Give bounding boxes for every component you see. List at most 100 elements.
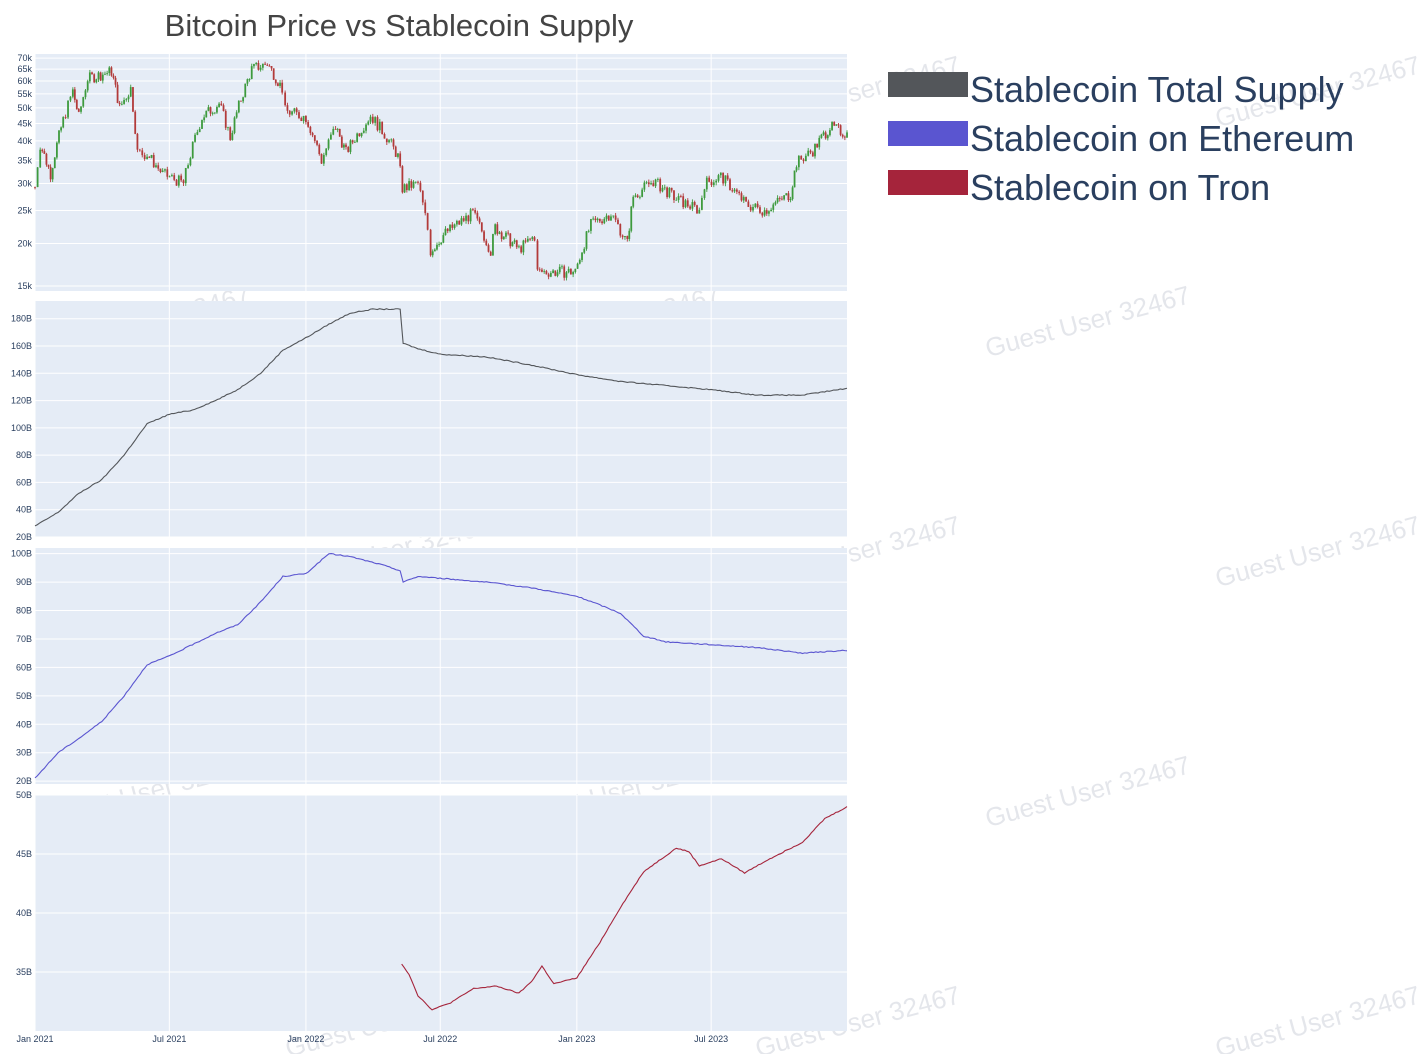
legend-swatch	[888, 72, 968, 97]
candle-body	[675, 199, 678, 201]
candle-body	[69, 96, 72, 101]
candle-body	[417, 181, 419, 183]
candle-body	[270, 66, 273, 69]
candle-body	[218, 103, 220, 108]
candle-body	[180, 175, 183, 181]
candle-body	[659, 179, 662, 192]
legend-label: Stablecoin on Ethereum	[970, 118, 1354, 159]
candle-body	[515, 240, 518, 248]
candle-body	[686, 200, 689, 207]
y-tick-label: 30k	[17, 178, 32, 188]
candle-body	[55, 142, 58, 158]
candle-body	[650, 183, 652, 185]
candle-body	[689, 206, 691, 209]
plot-background	[35, 548, 847, 784]
candle-body	[814, 143, 816, 157]
candle-body	[485, 240, 488, 246]
candle-body	[159, 168, 162, 172]
y-tick-label: 70k	[17, 53, 32, 63]
x-tick-label: Jul 2021	[152, 1034, 186, 1044]
candle-body	[561, 266, 563, 268]
candle-body	[189, 158, 192, 166]
candle-body	[507, 232, 510, 234]
candle-body	[752, 206, 754, 211]
candle-body	[148, 156, 151, 158]
candle-body	[305, 115, 307, 123]
candle-body	[93, 74, 96, 83]
candle-body	[835, 124, 838, 126]
candle-body	[207, 107, 210, 111]
candle-body	[203, 117, 206, 121]
candle-body	[693, 202, 696, 206]
candle-body	[543, 271, 546, 272]
candle-body	[438, 244, 440, 245]
candle-body	[673, 190, 675, 201]
candle-body	[785, 193, 788, 196]
candle-body	[141, 150, 144, 156]
candle-body	[322, 154, 325, 164]
candle-body	[164, 169, 166, 171]
candle-body	[691, 202, 694, 209]
candle-body	[765, 210, 768, 214]
candle-body	[772, 204, 775, 210]
candle-body	[578, 259, 581, 264]
candle-body	[829, 130, 831, 136]
candle-body	[347, 147, 350, 152]
candle-body	[374, 117, 377, 123]
candle-body	[298, 112, 300, 119]
candle-body	[261, 63, 264, 68]
candle-body	[831, 122, 833, 131]
candle-body	[462, 218, 465, 221]
candle-body	[509, 233, 512, 247]
candle-body	[719, 172, 722, 176]
legend-label: Stablecoin on Tron	[970, 167, 1270, 208]
candle-body	[647, 182, 650, 185]
candle-body	[394, 146, 397, 157]
candle-body	[619, 224, 622, 236]
candle-body	[636, 195, 639, 198]
candle-body	[722, 172, 725, 184]
y-tick-label: 40k	[17, 136, 32, 146]
candle-body	[634, 195, 637, 197]
candle-body	[429, 229, 432, 256]
candle-body	[191, 141, 194, 159]
candle-body	[594, 218, 597, 221]
candle-body	[302, 115, 305, 122]
candle-body	[77, 108, 80, 112]
candle-body	[110, 67, 113, 76]
candle-body	[213, 112, 216, 114]
candle-body	[839, 125, 842, 135]
candle-body	[198, 128, 201, 133]
candle-body	[134, 111, 137, 134]
candle-body	[177, 175, 180, 186]
candle-body	[250, 66, 253, 79]
candle-body	[161, 170, 164, 172]
candle-body	[841, 134, 844, 137]
candle-body	[724, 175, 727, 184]
y-tick-label: 60k	[17, 76, 32, 86]
candle-body	[776, 197, 779, 203]
candle-body	[576, 263, 579, 269]
candle-body	[354, 141, 356, 143]
candle-body	[605, 215, 608, 219]
candle-body	[284, 92, 287, 106]
candle-body	[656, 179, 659, 180]
candle-body	[274, 79, 277, 84]
candle-body	[45, 153, 48, 165]
candle-body	[194, 134, 196, 142]
candle-body	[421, 190, 424, 203]
candle-body	[729, 179, 731, 191]
candle-body	[518, 246, 520, 248]
candle-body	[745, 197, 747, 202]
candle-body	[735, 189, 738, 192]
candle-body	[433, 249, 436, 252]
candle-body	[472, 209, 474, 211]
candle-body	[816, 143, 819, 148]
candle-body	[791, 187, 794, 200]
candle-body	[155, 165, 157, 168]
candle-body	[705, 177, 708, 190]
candle-body	[41, 149, 44, 152]
candle-body	[614, 215, 617, 220]
candle-body	[73, 89, 76, 100]
